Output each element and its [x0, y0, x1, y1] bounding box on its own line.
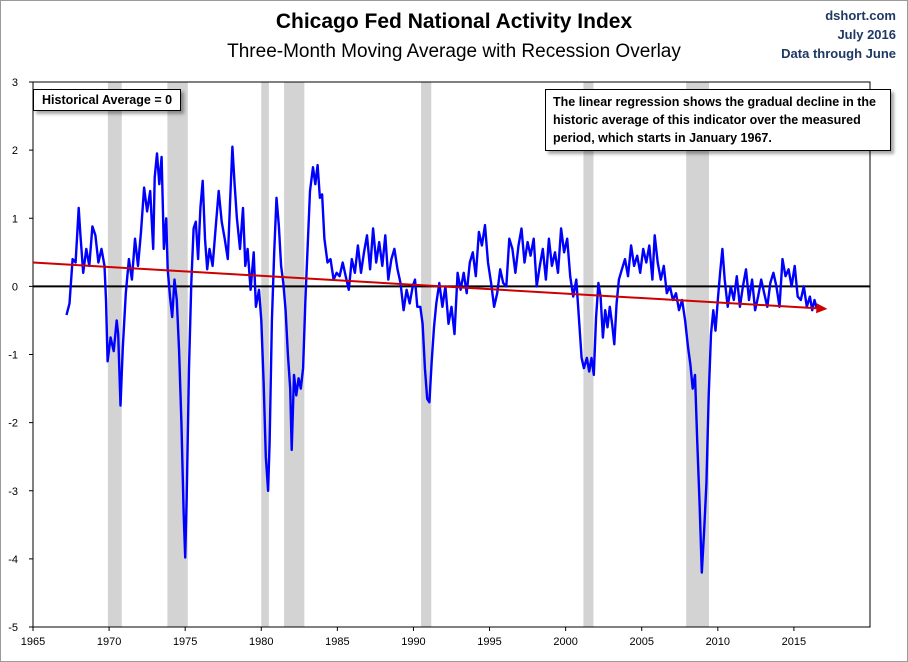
x-tick-label: 1975: [173, 636, 197, 648]
x-axis: 1965 1970 1975 1980 1985 1990 1995 2000 2005 2010…: [21, 627, 806, 648]
y-tick-label: -3: [8, 486, 18, 498]
x-tick-label: 2015: [782, 636, 806, 648]
x-tick-label: 1970: [97, 636, 121, 648]
y-tick-label: -2: [8, 418, 18, 430]
y-tick-label: 3: [12, 77, 18, 89]
recession-band: [261, 82, 269, 627]
credit-site: dshort.com: [825, 8, 896, 23]
y-tick-label: -4: [8, 554, 18, 566]
y-tick-label: -5: [8, 622, 18, 634]
x-tick-label: 1965: [21, 636, 45, 648]
historical-average-note: Historical Average = 0: [33, 89, 182, 111]
x-tick-label: 2005: [629, 636, 653, 648]
chart-subtitle: Three-Month Moving Average with Recessio…: [227, 41, 681, 62]
y-tick-label: -1: [8, 350, 18, 362]
recession-band: [583, 82, 594, 627]
recession-band: [284, 82, 305, 627]
y-tick-label: 1: [12, 213, 18, 225]
regression-arrowhead: [816, 303, 828, 314]
y-tick-label: 0: [12, 281, 18, 293]
x-tick-label: 1995: [477, 636, 501, 648]
regression-note: The linear regression shows the gradual …: [545, 89, 891, 151]
x-tick-label: 2010: [706, 636, 730, 648]
x-tick-label: 1985: [325, 636, 349, 648]
cfnai-series-line: [65, 145, 818, 574]
x-tick-label: 2000: [553, 636, 577, 648]
credit-date: July 2016: [837, 27, 896, 42]
credit-data-through: Data through June: [781, 46, 896, 61]
regression-line: [32, 261, 817, 310]
recession-band: [686, 82, 709, 627]
recession-bands: [107, 82, 709, 627]
credit-block: dshort.com July 2016 Data through June: [781, 6, 896, 63]
recession-band: [421, 82, 432, 627]
chart-title: Chicago Fed National Activity Index: [275, 10, 633, 33]
y-axis: 3 2 1 0 -1 -2 -3 -4 -5: [8, 77, 33, 634]
x-tick-label: 1990: [401, 636, 425, 648]
x-tick-label: 1980: [249, 636, 273, 648]
y-tick-label: 2: [12, 145, 18, 157]
recession-band: [107, 82, 122, 627]
